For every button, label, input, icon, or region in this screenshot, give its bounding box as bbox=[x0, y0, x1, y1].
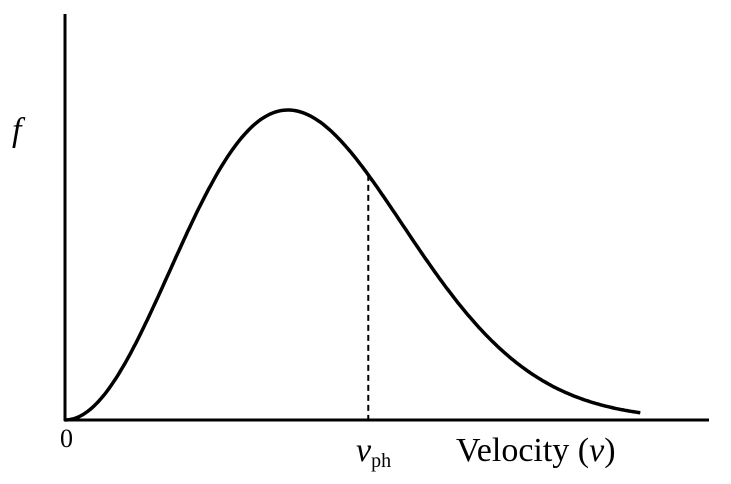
vph-symbol: v bbox=[356, 432, 372, 469]
x-axis-label-close: ) bbox=[604, 432, 616, 469]
x-tick-zero: 0 bbox=[60, 424, 73, 453]
vph-subscript: ph bbox=[371, 450, 392, 472]
distribution-curve bbox=[64, 108, 641, 422]
x-axis-label: Velocity (v) bbox=[456, 432, 616, 470]
phase-velocity-label: vph bbox=[356, 432, 391, 473]
y-axis-label: f bbox=[12, 112, 22, 149]
x-axis-label-symbol: v bbox=[589, 432, 605, 469]
x-axis-label-text: Velocity ( bbox=[456, 432, 590, 469]
